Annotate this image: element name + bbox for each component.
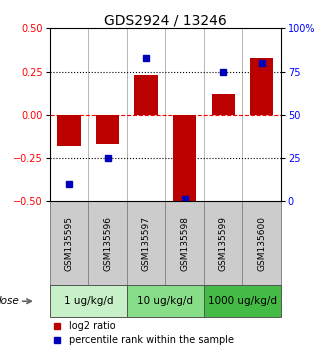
Text: log2 ratio: log2 ratio <box>69 321 116 331</box>
Text: 1000 ug/kg/d: 1000 ug/kg/d <box>208 296 277 306</box>
Bar <box>250 58 273 115</box>
Text: GSM135597: GSM135597 <box>142 216 151 271</box>
Bar <box>96 115 119 144</box>
Bar <box>165 201 204 285</box>
Text: GSM135596: GSM135596 <box>103 216 112 271</box>
Bar <box>50 201 88 285</box>
Title: GDS2924 / 13246: GDS2924 / 13246 <box>104 13 227 27</box>
Text: GSM135599: GSM135599 <box>219 216 228 271</box>
Text: GSM135598: GSM135598 <box>180 216 189 271</box>
Text: dose: dose <box>0 296 20 306</box>
Text: GSM135600: GSM135600 <box>257 216 266 271</box>
Bar <box>57 115 81 146</box>
Text: 1 ug/kg/d: 1 ug/kg/d <box>64 296 113 306</box>
Bar <box>242 201 281 285</box>
Bar <box>134 75 158 115</box>
Bar <box>204 285 281 317</box>
Bar <box>204 201 242 285</box>
Bar <box>127 285 204 317</box>
Bar <box>50 285 127 317</box>
Text: 10 ug/kg/d: 10 ug/kg/d <box>137 296 193 306</box>
Bar <box>212 94 235 115</box>
Bar <box>173 115 196 205</box>
Text: GSM135595: GSM135595 <box>65 216 74 271</box>
Text: percentile rank within the sample: percentile rank within the sample <box>69 335 234 346</box>
Bar <box>127 201 165 285</box>
Bar <box>88 201 127 285</box>
